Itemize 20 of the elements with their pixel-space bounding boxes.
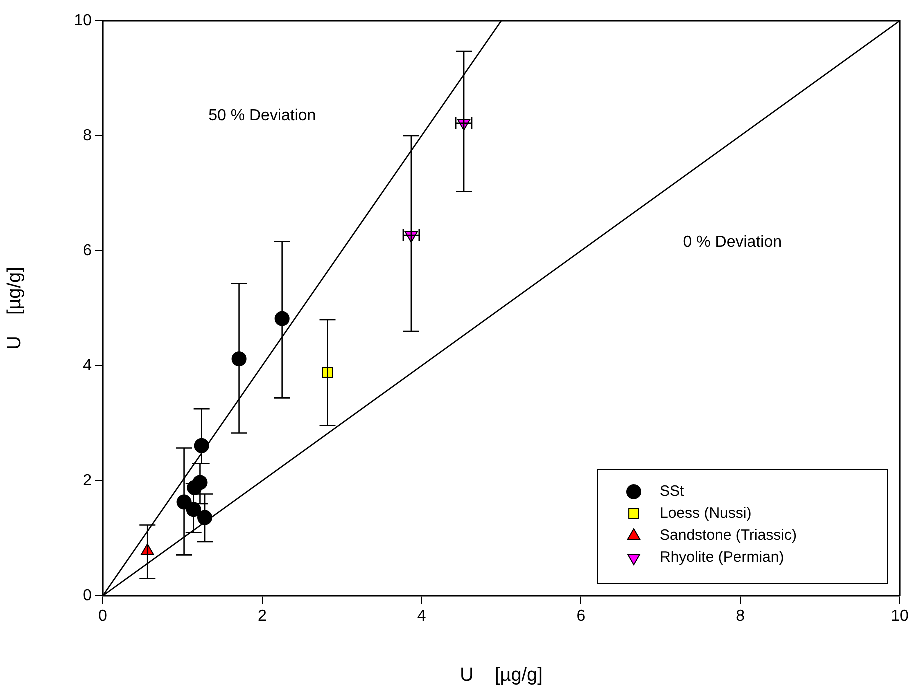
- y-tick-label: 10: [74, 12, 92, 30]
- x-tick-label: 0: [98, 608, 108, 626]
- legend-label: SSt: [660, 483, 686, 500]
- y-tick-label: 2: [83, 472, 92, 490]
- legend-label: Loess (Nussi): [660, 505, 752, 522]
- y-tick-label: 4: [83, 357, 92, 374]
- x-tick-label: 10: [891, 608, 909, 626]
- legend-label: Rhyolite (Permian): [660, 549, 784, 566]
- annotation: 0 % Deviation: [683, 234, 782, 251]
- legend-label: Sandstone (Triassic): [660, 527, 797, 544]
- y-tick-label: 6: [83, 242, 92, 260]
- y-tick-label: 0: [83, 587, 92, 604]
- y-axis-title: U [µg/g]: [4, 267, 26, 350]
- y-tick-label: 8: [83, 127, 92, 144]
- x-tick-label: 8: [736, 608, 746, 626]
- x-axis-title: U [µg/g]: [460, 664, 543, 686]
- annotation: 50 % Deviation: [208, 107, 316, 124]
- x-tick-label: 4: [417, 608, 426, 626]
- x-tick-label: 2: [258, 608, 267, 626]
- x-tick-label: 6: [576, 608, 586, 626]
